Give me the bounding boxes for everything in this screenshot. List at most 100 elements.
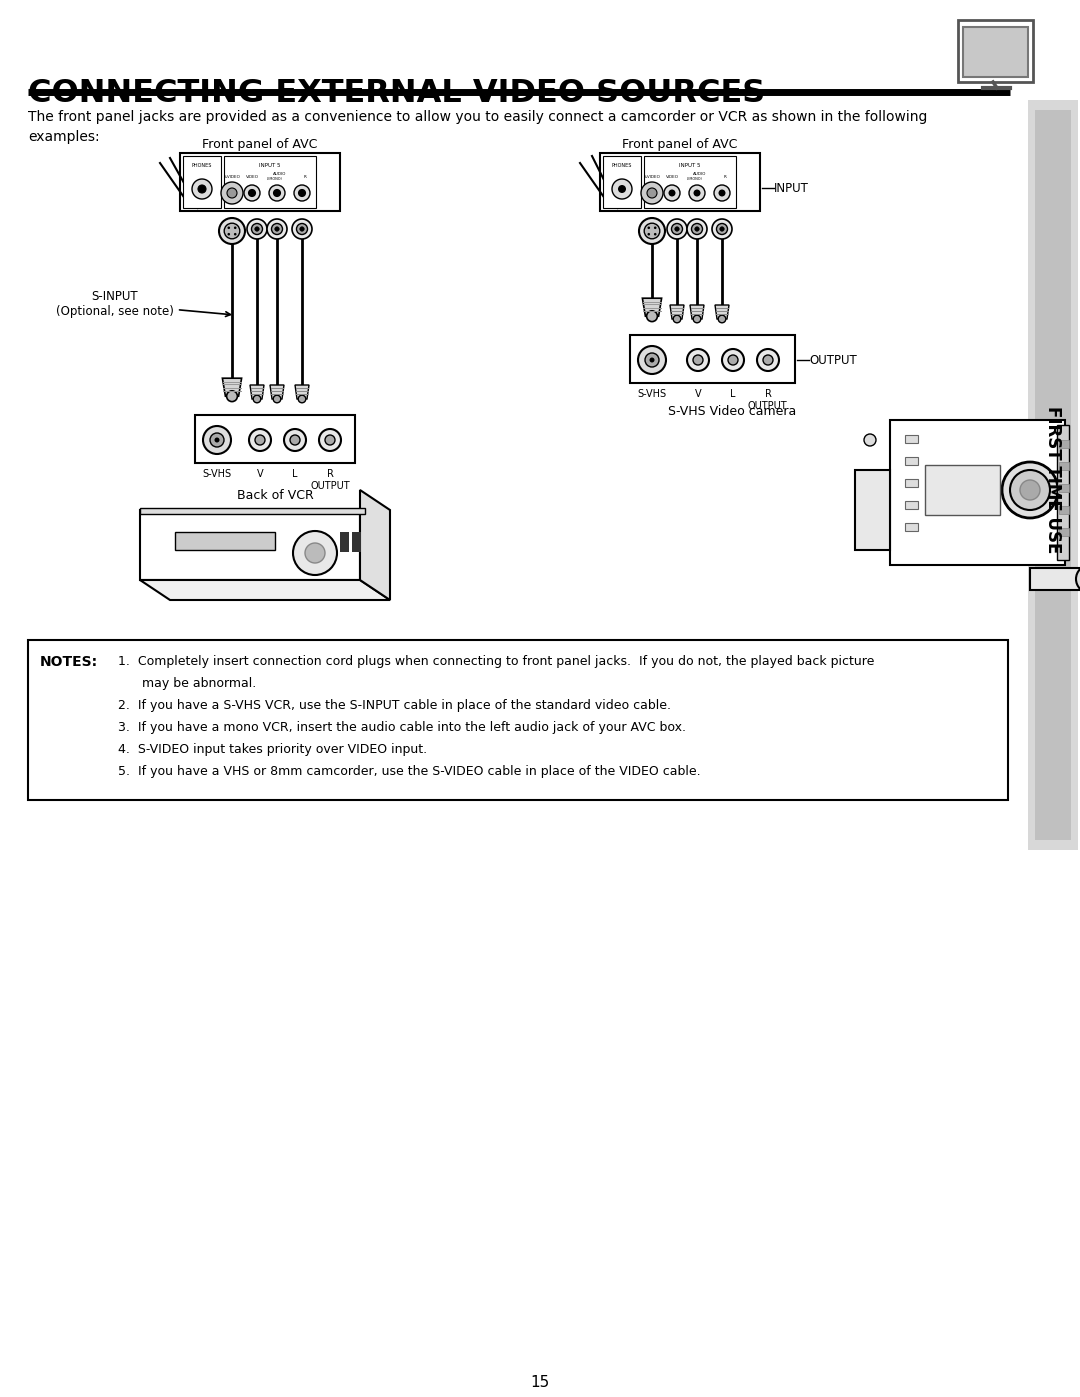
Text: 15: 15 — [530, 1375, 550, 1390]
Bar — [1057, 425, 1069, 560]
Bar — [352, 532, 361, 552]
Circle shape — [644, 224, 660, 239]
Polygon shape — [140, 580, 390, 599]
Circle shape — [291, 434, 300, 446]
Text: AUDIO: AUDIO — [693, 172, 706, 176]
Circle shape — [293, 531, 337, 576]
Bar — [195, 415, 355, 462]
Bar — [890, 420, 1065, 564]
Circle shape — [255, 226, 259, 231]
Bar — [958, 20, 1032, 82]
Text: S-VIDEO: S-VIDEO — [224, 175, 241, 179]
Circle shape — [252, 224, 262, 235]
Circle shape — [675, 226, 679, 231]
Bar — [1059, 506, 1069, 514]
Circle shape — [253, 395, 260, 402]
Circle shape — [712, 219, 732, 239]
Text: 3.  If you have a mono VCR, insert the audio cable into the left audio jack of y: 3. If you have a mono VCR, insert the au… — [118, 721, 686, 733]
Text: INPUT 5: INPUT 5 — [259, 163, 281, 168]
Circle shape — [221, 182, 243, 204]
Bar — [603, 156, 642, 208]
Circle shape — [192, 179, 212, 198]
Circle shape — [292, 219, 312, 239]
Circle shape — [210, 433, 224, 447]
Text: R: R — [303, 175, 307, 179]
Text: R: R — [765, 388, 771, 400]
Bar — [140, 510, 360, 580]
Text: R: R — [724, 175, 727, 179]
Circle shape — [267, 219, 287, 239]
Bar — [1028, 101, 1078, 849]
Polygon shape — [715, 305, 729, 319]
Bar — [175, 532, 275, 550]
Circle shape — [723, 349, 744, 372]
Bar — [924, 465, 1000, 515]
Text: S-INPUT
(Optional, see note): S-INPUT (Optional, see note) — [56, 291, 230, 319]
Circle shape — [300, 226, 305, 231]
Bar — [1059, 528, 1069, 536]
Text: Front panel of AVC: Front panel of AVC — [622, 138, 738, 151]
Circle shape — [648, 233, 650, 236]
Bar — [905, 457, 918, 465]
Circle shape — [225, 224, 240, 239]
Bar — [644, 156, 735, 208]
Circle shape — [687, 219, 707, 239]
Circle shape — [269, 184, 285, 201]
Text: L: L — [293, 469, 298, 479]
Bar — [905, 434, 918, 443]
Polygon shape — [270, 386, 284, 400]
Circle shape — [716, 224, 728, 235]
Bar — [140, 509, 365, 514]
Circle shape — [612, 179, 632, 198]
Circle shape — [294, 184, 310, 201]
Circle shape — [1076, 564, 1080, 592]
Circle shape — [228, 226, 230, 229]
Text: 4.  S-VIDEO input takes priority over VIDEO input.: 4. S-VIDEO input takes priority over VID… — [118, 743, 427, 756]
Text: VIDEO: VIDEO — [245, 175, 258, 179]
Text: 2.  If you have a S-VHS VCR, use the S-INPUT cable in place of the standard vide: 2. If you have a S-VHS VCR, use the S-IN… — [118, 698, 671, 712]
Circle shape — [728, 355, 738, 365]
Circle shape — [648, 226, 650, 229]
Circle shape — [1010, 469, 1050, 510]
Circle shape — [693, 190, 701, 197]
Text: PHONES: PHONES — [611, 163, 632, 168]
Text: Front panel of AVC: Front panel of AVC — [202, 138, 318, 151]
Polygon shape — [690, 305, 704, 319]
Text: INPUT: INPUT — [774, 182, 809, 194]
Text: INPUT 5: INPUT 5 — [679, 163, 701, 168]
Circle shape — [255, 434, 265, 446]
Circle shape — [1002, 462, 1058, 518]
Text: L: L — [730, 388, 735, 400]
Text: may be abnormal.: may be abnormal. — [118, 678, 256, 690]
Polygon shape — [295, 386, 309, 400]
Circle shape — [672, 224, 683, 235]
Polygon shape — [222, 379, 242, 397]
Text: OUTPUT: OUTPUT — [809, 353, 856, 366]
Text: VIDEO: VIDEO — [665, 175, 678, 179]
Bar — [905, 502, 918, 509]
Circle shape — [319, 429, 341, 451]
Bar — [28, 640, 1008, 800]
Circle shape — [198, 184, 206, 193]
Circle shape — [297, 224, 308, 235]
Circle shape — [248, 190, 256, 197]
Circle shape — [693, 355, 703, 365]
Circle shape — [642, 182, 663, 204]
Bar — [180, 154, 340, 211]
Circle shape — [689, 184, 705, 201]
Circle shape — [647, 310, 658, 321]
Circle shape — [647, 189, 657, 198]
Circle shape — [653, 233, 657, 236]
Circle shape — [762, 355, 773, 365]
Circle shape — [325, 434, 335, 446]
Text: V: V — [257, 469, 264, 479]
Text: PHONES: PHONES — [192, 163, 212, 168]
Text: 1.  Completely insert connection cord plugs when connecting to front panel jacks: 1. Completely insert connection cord plu… — [118, 655, 875, 668]
Bar — [1059, 462, 1069, 469]
Circle shape — [718, 190, 726, 197]
Circle shape — [714, 184, 730, 201]
Text: Back of VCR: Back of VCR — [237, 489, 313, 502]
Circle shape — [298, 190, 306, 197]
Circle shape — [694, 226, 699, 231]
Bar — [224, 156, 316, 208]
